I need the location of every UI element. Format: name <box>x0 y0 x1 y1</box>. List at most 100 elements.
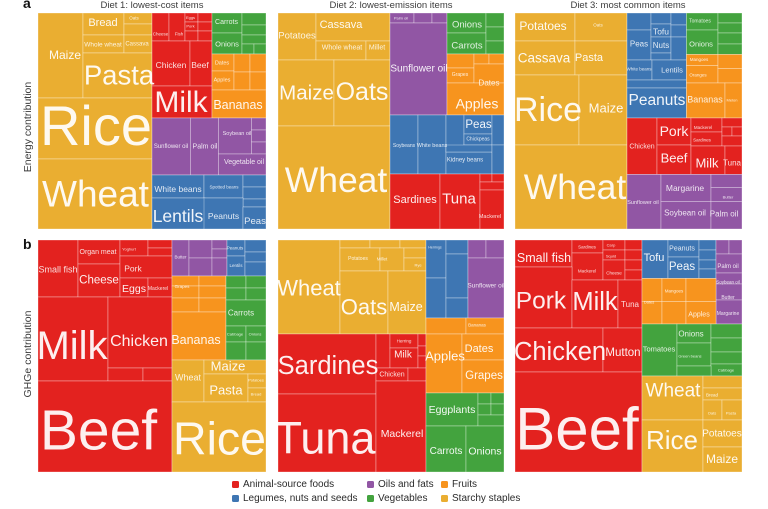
svg-text:Bread: Bread <box>251 392 262 397</box>
svg-text:Grapes: Grapes <box>175 284 191 289</box>
svg-text:Cheese: Cheese <box>606 271 622 276</box>
svg-text:Pasta: Pasta <box>209 383 243 398</box>
svg-text:Cassava: Cassava <box>125 42 149 48</box>
svg-text:Soybeans: Soybeans <box>393 143 416 149</box>
svg-text:Herrings: Herrings <box>428 246 441 250</box>
svg-text:Potatoes: Potatoes <box>278 31 316 42</box>
svg-text:Soybean oil: Soybean oil <box>223 131 252 137</box>
svg-text:Onions: Onions <box>452 20 482 31</box>
svg-text:Carp: Carp <box>607 243 616 248</box>
svg-text:Milk: Milk <box>572 288 618 316</box>
svg-text:Oats: Oats <box>336 78 389 106</box>
svg-text:Onions: Onions <box>215 40 239 49</box>
svg-text:Pasta: Pasta <box>84 60 155 91</box>
svg-text:Bread: Bread <box>88 17 117 29</box>
svg-text:Eggplants: Eggplants <box>429 404 476 416</box>
svg-text:Cabbage: Cabbage <box>227 332 244 337</box>
svg-text:Margarine: Margarine <box>666 183 705 193</box>
svg-text:Apples: Apples <box>425 349 465 364</box>
svg-text:Soybean oil: Soybean oil <box>664 209 706 218</box>
svg-text:Chicken: Chicken <box>110 333 168 350</box>
svg-text:Melon: Melon <box>727 98 738 103</box>
svg-text:Wheat: Wheat <box>42 174 150 215</box>
svg-text:Millet: Millet <box>377 257 388 262</box>
svg-text:Tuna: Tuna <box>442 191 476 208</box>
svg-text:Beef: Beef <box>40 399 157 463</box>
svg-text:Eggs: Eggs <box>186 15 195 20</box>
svg-text:Nuts: Nuts <box>653 41 669 50</box>
svg-text:Butter: Butter <box>174 255 187 260</box>
svg-text:Herring: Herring <box>397 339 412 344</box>
svg-text:Maize: Maize <box>389 300 422 314</box>
svg-text:Grapes: Grapes <box>465 370 503 382</box>
svg-text:Dates: Dates <box>644 300 654 305</box>
svg-text:Eggs: Eggs <box>122 283 146 295</box>
svg-text:Fish: Fish <box>175 32 184 37</box>
svg-text:Tuna: Tuna <box>278 413 376 464</box>
svg-text:Kidney beans: Kidney beans <box>447 158 483 164</box>
svg-text:Bread: Bread <box>706 393 719 398</box>
svg-text:Palm oil: Palm oil <box>394 16 408 21</box>
svg-text:Pork: Pork <box>124 264 142 274</box>
svg-text:Lentils: Lentils <box>229 263 243 268</box>
svg-text:Sunflower oil: Sunflower oil <box>627 200 659 206</box>
svg-text:Rye: Rye <box>414 263 422 268</box>
svg-text:Oranges: Oranges <box>689 73 707 78</box>
svg-text:Peas: Peas <box>630 40 648 49</box>
svg-text:Butter: Butter <box>721 295 735 301</box>
svg-text:Sardines: Sardines <box>693 138 712 143</box>
svg-text:Peas: Peas <box>669 261 695 273</box>
svg-text:Oats: Oats <box>708 411 716 416</box>
svg-text:Wheat: Wheat <box>285 160 388 200</box>
svg-text:White beans: White beans <box>626 67 652 72</box>
svg-text:Small fish: Small fish <box>517 251 571 265</box>
svg-text:Organ meat: Organ meat <box>80 249 117 256</box>
svg-text:Chickpeas: Chickpeas <box>466 137 490 143</box>
svg-text:Pork: Pork <box>516 288 567 315</box>
svg-text:Rice: Rice <box>646 425 698 455</box>
svg-text:Lentils: Lentils <box>153 206 204 226</box>
svg-text:Pasta: Pasta <box>726 411 737 416</box>
svg-text:Bananas: Bananas <box>687 95 723 105</box>
svg-text:Mackerel: Mackerel <box>381 428 424 440</box>
svg-text:Bananas: Bananas <box>468 323 487 328</box>
svg-text:Whole wheat: Whole wheat <box>84 42 122 49</box>
svg-text:Mackerel: Mackerel <box>694 125 712 130</box>
svg-text:Sardines: Sardines <box>393 194 437 206</box>
svg-text:Rice: Rice <box>515 91 582 129</box>
svg-text:Soybean oil: Soybean oil <box>716 280 740 285</box>
svg-text:Beef: Beef <box>661 151 688 166</box>
svg-text:Cheese: Cheese <box>79 275 119 287</box>
svg-text:Mackerel: Mackerel <box>479 214 501 220</box>
svg-text:Squid: Squid <box>606 254 616 259</box>
svg-text:Rice: Rice <box>173 413 266 465</box>
svg-text:Milk: Milk <box>154 86 208 119</box>
svg-text:Mangoes: Mangoes <box>665 289 684 294</box>
svg-text:Millet: Millet <box>369 45 385 52</box>
svg-text:Beef: Beef <box>191 60 209 70</box>
svg-text:Peanuts: Peanuts <box>629 92 686 109</box>
svg-text:Peanuts: Peanuts <box>227 246 244 251</box>
svg-text:Peanuts: Peanuts <box>208 211 239 221</box>
svg-text:Chicken: Chicken <box>156 60 187 70</box>
svg-text:Beef: Beef <box>515 396 639 463</box>
svg-text:Bananas: Bananas <box>171 333 220 347</box>
svg-text:Potatoes: Potatoes <box>248 378 264 383</box>
svg-text:Small fish: Small fish <box>38 265 77 275</box>
svg-text:Oats: Oats <box>129 16 139 21</box>
svg-text:Dates: Dates <box>479 79 500 88</box>
svg-text:Tomatoes: Tomatoes <box>643 345 676 354</box>
svg-text:Palm oil: Palm oil <box>193 144 218 151</box>
svg-text:White beans: White beans <box>154 184 201 194</box>
svg-text:Cassava: Cassava <box>518 51 571 66</box>
svg-text:Cheese: Cheese <box>153 32 169 37</box>
svg-text:Milk: Milk <box>38 324 109 368</box>
svg-text:Rice: Rice <box>40 94 152 157</box>
svg-text:Bananas: Bananas <box>213 98 262 112</box>
svg-text:Cabbage: Cabbage <box>718 368 735 373</box>
svg-text:Green beans: Green beans <box>678 354 701 359</box>
svg-text:Oats: Oats <box>341 295 387 320</box>
svg-text:Sunflower oil: Sunflower oil <box>390 64 447 75</box>
svg-text:Onions: Onions <box>249 332 262 337</box>
svg-text:Whole wheat: Whole wheat <box>322 45 363 52</box>
